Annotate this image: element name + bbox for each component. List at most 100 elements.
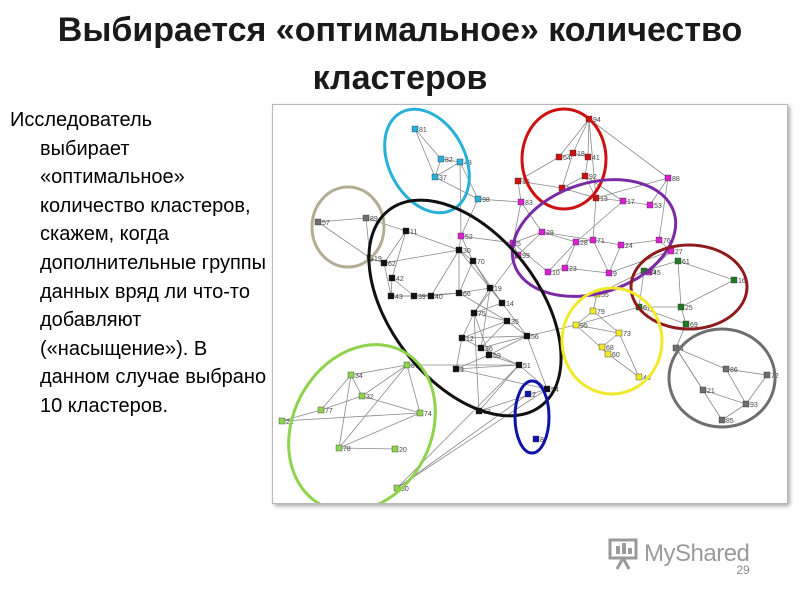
graph-node: 34 <box>347 371 363 380</box>
node-label: 71 <box>597 238 605 245</box>
graph-node: 75 <box>470 309 486 318</box>
node-marker <box>485 351 493 359</box>
graph-node: 92 <box>581 172 597 181</box>
edge <box>461 335 528 339</box>
edge <box>572 118 590 154</box>
edge <box>391 277 415 297</box>
graph-node: 60 <box>604 350 620 359</box>
node-label: 42 <box>396 276 404 283</box>
edge <box>391 230 407 279</box>
node-label: 9 <box>613 271 617 278</box>
edge <box>361 364 408 397</box>
edge <box>455 337 463 370</box>
edge <box>473 312 480 412</box>
node-marker <box>589 236 597 244</box>
edge <box>338 447 396 450</box>
node-label: 94 <box>593 117 601 124</box>
edge <box>459 161 462 237</box>
edge <box>396 393 529 489</box>
node-marker <box>742 400 750 408</box>
edge <box>472 260 491 289</box>
graph-node: 29 <box>538 228 554 237</box>
edge <box>620 239 660 246</box>
node-label: 76 <box>663 238 671 245</box>
node-label: 99 <box>522 253 530 260</box>
edge <box>517 231 543 256</box>
graph-node: 28 <box>572 238 588 247</box>
edge <box>725 368 747 405</box>
edge <box>575 306 640 326</box>
node-marker <box>402 227 410 235</box>
edge <box>406 364 421 414</box>
graph-node: 30 <box>455 246 471 255</box>
node-marker <box>498 299 506 307</box>
graph-node: 70 <box>469 257 485 266</box>
graph-node: 81 <box>411 125 427 134</box>
edge <box>592 310 620 334</box>
graph-node: 12 <box>458 334 474 343</box>
node-label: 34 <box>355 373 363 380</box>
node-marker <box>388 274 396 282</box>
edge <box>488 354 520 366</box>
node-marker <box>469 257 477 265</box>
node-label: 32 <box>366 394 374 401</box>
page-number: 29 <box>736 563 750 577</box>
node-label: 68 <box>606 345 614 352</box>
body-text-first-line: Исследователь <box>10 109 153 131</box>
graph-node: 86 <box>722 365 738 374</box>
node-label: 85 <box>726 418 734 425</box>
edge <box>320 395 363 411</box>
cluster-ellipses-layer <box>287 107 777 503</box>
node-label: 37 <box>439 175 447 182</box>
edge <box>458 287 491 294</box>
node-label: 41 <box>592 155 600 162</box>
edge <box>680 279 735 308</box>
edge <box>575 324 620 334</box>
node-label: 95 <box>580 323 588 330</box>
node-label: 45 <box>648 269 656 276</box>
edge <box>512 231 543 244</box>
watermark-logo: MyShared <box>606 536 766 572</box>
node-marker <box>561 264 569 272</box>
graph-node: 17 <box>619 197 635 206</box>
edge <box>455 368 548 390</box>
node-marker <box>598 343 606 351</box>
edge <box>414 128 436 178</box>
edge <box>517 180 522 203</box>
node-marker <box>572 238 580 246</box>
edge <box>588 118 669 179</box>
node-label: 30 <box>463 248 471 255</box>
graph-node: 56 <box>523 332 539 341</box>
node-marker <box>278 417 286 425</box>
edge <box>618 332 640 378</box>
graph-node: 77 <box>317 406 333 415</box>
cluster-ellipse-cyan <box>383 107 471 215</box>
node-marker <box>538 228 546 236</box>
edge <box>396 364 520 489</box>
edge <box>338 412 421 449</box>
node-marker <box>615 329 623 337</box>
graph-node: 87 <box>403 361 419 370</box>
edge <box>564 267 610 274</box>
node-marker <box>403 361 411 369</box>
node-marker <box>515 361 523 369</box>
node-marker <box>604 350 612 358</box>
node-marker <box>452 365 460 373</box>
node-marker <box>411 125 419 133</box>
node-label: 79 <box>597 309 605 316</box>
graph-node: 88 <box>664 174 680 183</box>
graph-node: 39 <box>410 292 426 301</box>
node-marker <box>699 386 707 394</box>
node-label: 4 <box>680 346 684 353</box>
graph-node: 85 <box>718 416 734 425</box>
graph-node: 83 <box>517 198 533 207</box>
node-label: 81 <box>419 127 427 134</box>
presentation-icon <box>608 538 638 570</box>
node-marker <box>314 218 322 226</box>
node-marker <box>589 307 597 315</box>
graph-node: 72 <box>763 371 779 380</box>
edge <box>607 353 640 378</box>
cluster-ellipse-purple <box>510 178 678 298</box>
edge <box>434 176 479 200</box>
node-marker <box>763 371 771 379</box>
